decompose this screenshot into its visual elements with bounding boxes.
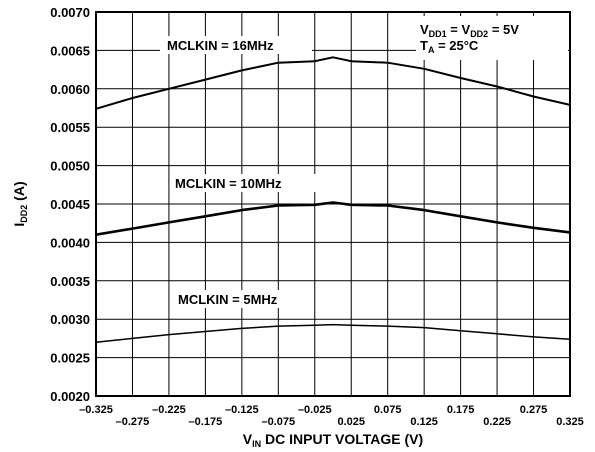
x-tick-labels: –0.325–0.275–0.225–0.175–0.125–0.075–0.0…	[79, 404, 584, 428]
plot-frame	[95, 11, 571, 397]
y-tick-label: 0.0070	[50, 5, 90, 20]
y-tick-label: 0.0035	[50, 274, 90, 289]
series-label-bg-10mhz	[170, 174, 316, 192]
x-tick-label: –0.125	[225, 404, 259, 416]
series-label-bg-5mhz	[172, 290, 306, 308]
series-line	[95, 56, 571, 110]
x-tick-label: –0.275	[116, 416, 150, 428]
annotation-bg	[416, 16, 568, 60]
y-tick-label: 0.0030	[50, 312, 90, 327]
x-tick-label: –0.025	[298, 404, 332, 416]
x-tick-label: –0.325	[79, 404, 113, 416]
y-axis-label: IDD2 (A)	[11, 181, 29, 226]
series-line	[95, 323, 571, 343]
x-tick-label: 0.175	[447, 404, 475, 416]
series-label-5mhz: MCLKIN = 5MHz	[178, 292, 278, 307]
y-tick-label: 0.0060	[50, 82, 90, 97]
annotation-supply: VDD1 = VDD2 = 5V	[420, 22, 519, 39]
x-tick-label: 0.125	[410, 416, 438, 428]
series-line	[95, 201, 571, 236]
series-label-10mhz: MCLKIN = 10MHz	[175, 176, 282, 191]
grid	[95, 11, 571, 397]
x-tick-label: –0.225	[152, 404, 186, 416]
y-tick-label: 0.0020	[50, 389, 90, 404]
annotation-temperature: TA = 25°C	[420, 38, 479, 55]
x-tick-label: 0.275	[520, 404, 548, 416]
y-tick-label: 0.0025	[50, 351, 90, 366]
y-tick-label: 0.0040	[50, 235, 90, 250]
x-tick-label: 0.325	[556, 416, 584, 428]
x-tick-label: 0.025	[337, 416, 365, 428]
y-tick-label: 0.0050	[50, 159, 90, 174]
series-lines	[95, 56, 571, 343]
x-tick-label: –0.075	[261, 416, 295, 428]
series-label-bg-16mhz	[160, 36, 312, 54]
y-tick-label: 0.0055	[50, 120, 90, 135]
x-tick-label: 0.225	[483, 416, 511, 428]
x-tick-label: –0.175	[189, 416, 223, 428]
x-tick-label: 0.075	[374, 404, 402, 416]
y-tick-label: 0.0065	[50, 43, 90, 58]
x-axis-label: VIN DC INPUT VOLTAGE (V)	[243, 431, 423, 449]
y-tick-label: 0.0045	[50, 197, 90, 212]
series-label-16mhz: MCLKIN = 16MHz	[167, 38, 274, 53]
y-tick-labels: 0.0020 0.0025 0.0030 0.0035 0.0040 0.0045 0.00…	[50, 5, 90, 404]
